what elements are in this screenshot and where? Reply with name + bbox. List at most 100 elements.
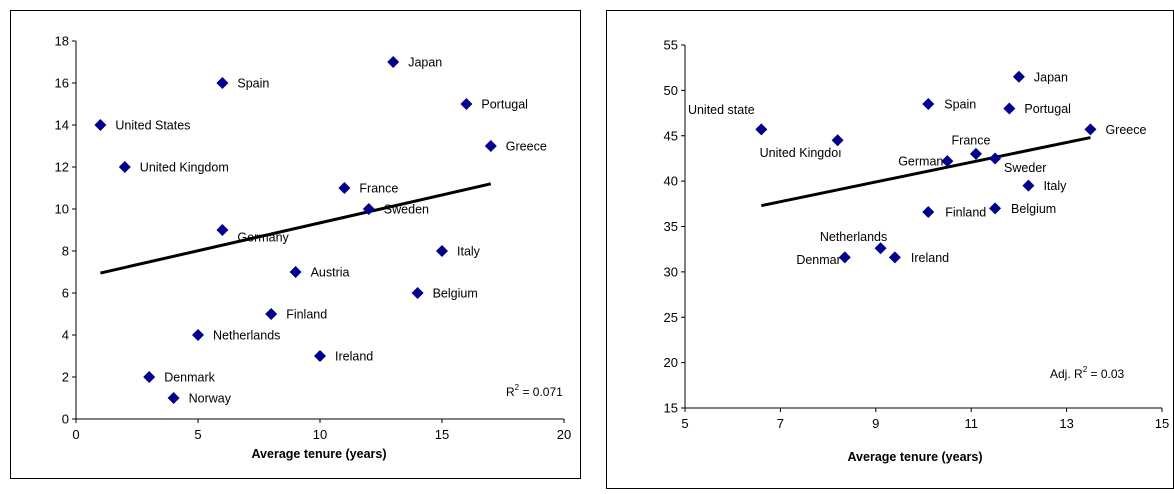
data-point-spain <box>922 97 935 110</box>
x-tick-label: 0 <box>72 427 79 442</box>
data-point-portugal <box>460 98 473 110</box>
y-tick-label: 14 <box>55 118 69 133</box>
x-tick-label: 5 <box>681 416 688 431</box>
data-point-ireland <box>888 251 901 264</box>
data-point-ireland <box>314 350 326 362</box>
point-label-united-state: United state <box>688 103 755 117</box>
r-squared-annotation: R2 = 0.071 <box>506 383 563 399</box>
data-point-german <box>941 155 954 168</box>
data-point-germany <box>216 224 229 236</box>
y-tick-label: 55 <box>664 38 678 53</box>
point-label-ireland: Ireland <box>911 251 949 265</box>
y-tick-label: 8 <box>62 244 69 259</box>
y-tick-label: 30 <box>664 264 678 279</box>
point-label-greece: Greece <box>506 140 547 154</box>
point-label-norway: Norway <box>189 392 232 406</box>
r-squared-value: = 0.03 <box>1087 367 1124 381</box>
y-tick-label: 2 <box>62 370 69 385</box>
point-label-belgium: Belgium <box>433 287 478 301</box>
y-tick-label: 50 <box>664 83 678 98</box>
point-label-austria: Austria <box>311 266 350 280</box>
point-label-finland: Finland <box>286 308 327 322</box>
data-point-italy <box>436 245 448 257</box>
r-squared-superscript: 2 <box>1083 365 1088 374</box>
data-point-france <box>969 147 982 160</box>
data-point-denmark <box>143 371 156 383</box>
x-tick-label: 9 <box>872 416 879 431</box>
point-label-spain: Spain <box>944 97 976 111</box>
point-label-denmark: Denmark <box>164 371 215 385</box>
data-point-belgium <box>411 287 424 299</box>
data-point-sweder <box>989 152 1002 165</box>
y-tick-label: 15 <box>664 401 678 416</box>
point-label-netherlands: Netherlands <box>820 230 887 244</box>
data-point-united-states <box>94 119 107 131</box>
r-squared-prefix: R <box>506 385 515 399</box>
data-point-united-kingdom <box>118 161 131 173</box>
data-point-finland <box>265 308 278 320</box>
point-label-portugal: Portugal <box>1024 102 1071 116</box>
x-tick-label: 7 <box>777 416 784 431</box>
point-label-ireland: Ireland <box>335 350 373 364</box>
point-label-france: France <box>952 133 991 147</box>
y-tick-label: 16 <box>55 76 69 91</box>
point-label-germany: Germany <box>237 231 289 245</box>
y-tick-label: 6 <box>62 286 69 301</box>
data-point-portugal <box>1003 102 1016 115</box>
trend-line <box>100 182 492 275</box>
point-label-sweder: Sweder <box>1004 161 1046 175</box>
r-squared-prefix: Adj. R <box>1050 367 1083 381</box>
point-label-japan: Japan <box>408 56 442 70</box>
chart-frame <box>606 10 1174 489</box>
y-tick-label: 4 <box>62 328 69 343</box>
point-label-united-kingdom: United Kingdom <box>140 161 229 175</box>
x-tick-label: 11 <box>964 416 978 431</box>
data-point-finland <box>922 205 935 218</box>
point-label-greece: Greece <box>1105 123 1146 137</box>
y-tick-label: 40 <box>664 174 678 189</box>
x-tick-label: 20 <box>557 427 571 442</box>
data-point-netherlands <box>192 329 204 341</box>
trend-line <box>761 136 1091 208</box>
point-label-finland: Finland <box>945 205 986 219</box>
data-point-japan <box>387 56 400 68</box>
data-point-belgium <box>989 202 1002 215</box>
point-label-italy: Italy <box>457 245 481 259</box>
data-point-austria <box>289 266 302 278</box>
data-point-norway <box>167 392 180 404</box>
x-axis-title: Average tenure (years) <box>847 450 982 464</box>
r-squared-annotation: Adj. R2 = 0.03 <box>1050 365 1124 381</box>
data-point-italy <box>1022 179 1035 192</box>
y-tick-label: 0 <box>62 412 69 427</box>
point-label-japan: Japan <box>1034 70 1068 84</box>
x-tick-label: 15 <box>1155 416 1169 431</box>
data-point-denmar <box>838 251 851 264</box>
x-tick-label: 10 <box>313 427 327 442</box>
point-label-united-kingdo: United Kingdoı <box>760 146 842 160</box>
y-tick-label: 10 <box>55 202 69 217</box>
point-label-german: German <box>898 155 943 169</box>
x-tick-label: 5 <box>194 427 201 442</box>
y-tick-label: 35 <box>664 219 678 234</box>
point-label-italy: Italy <box>1043 179 1067 193</box>
data-point-united-state <box>755 123 768 136</box>
data-point-japan <box>1012 70 1025 83</box>
point-label-united-states: United States <box>115 119 190 133</box>
chart-frame <box>10 10 581 479</box>
data-point-france <box>338 182 351 194</box>
point-label-belgium: Belgium <box>1011 202 1056 216</box>
data-point-sweden <box>362 203 375 215</box>
data-point-greece <box>1084 123 1097 136</box>
x-tick-label: 15 <box>435 427 449 442</box>
point-label-sweden: Sweden <box>384 203 429 217</box>
y-tick-label: 20 <box>664 355 678 370</box>
x-tick-label: 13 <box>1059 416 1073 431</box>
data-point-united-kingdo <box>831 134 844 147</box>
y-tick-label: 18 <box>55 34 69 49</box>
y-tick-label: 45 <box>664 128 678 143</box>
chart-panel-tenure-left: 0 2 4 6 8 10 12 14 16 18 0 5 10 15 20 Average tenure (y… <box>10 10 581 479</box>
x-axis-title: Average tenure (years) <box>251 447 386 461</box>
r-squared-value: = 0.071 <box>519 385 563 399</box>
